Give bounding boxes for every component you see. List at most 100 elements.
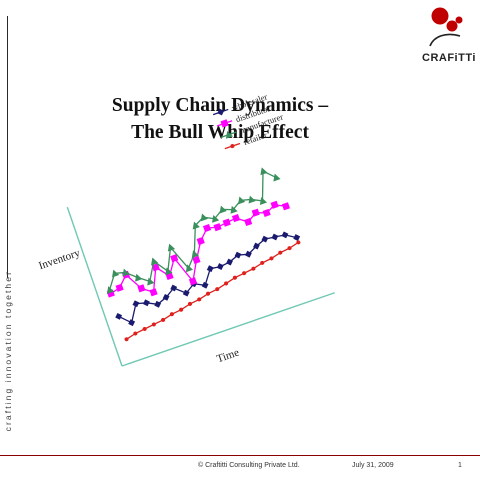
legend-marker-distributor xyxy=(220,119,229,128)
data-point-retailer xyxy=(197,297,202,302)
legend-marker-manufacturer xyxy=(225,130,234,139)
data-point-manufacturer xyxy=(273,173,281,182)
legend-marker-wholesaler xyxy=(217,108,225,116)
data-point-wholesaler xyxy=(216,263,224,270)
footer-page-number: 1 xyxy=(458,462,462,469)
title-line-1: Supply Chain Dynamics – xyxy=(111,95,329,116)
data-point-retailer xyxy=(260,260,265,265)
data-point-retailer xyxy=(124,337,129,342)
data-point-manufacturer xyxy=(248,195,256,204)
footer-date: July 31, 2009 xyxy=(352,462,394,469)
data-point-manufacturer xyxy=(212,214,220,223)
logo-wordmark: CRAFiTTi xyxy=(422,52,476,64)
data-point-retailer xyxy=(296,240,301,245)
data-point-wholesaler xyxy=(201,281,209,289)
data-point-retailer xyxy=(161,317,166,322)
data-point-distributor xyxy=(137,284,146,293)
data-point-manufacturer xyxy=(260,167,268,176)
data-point-retailer xyxy=(169,312,174,317)
data-point-manufacturer xyxy=(112,269,120,278)
data-point-retailer xyxy=(215,287,220,292)
legend: wholesalerdistributormanufacturerretaile… xyxy=(212,91,284,150)
data-point-wholesaler xyxy=(261,235,269,243)
data-point-retailer xyxy=(206,291,211,296)
data-point-wholesaler xyxy=(293,234,301,241)
data-point-distributor xyxy=(262,208,271,218)
data-point-retailer xyxy=(232,275,237,280)
data-point-distributor xyxy=(170,254,179,263)
data-point-retailer xyxy=(142,326,147,331)
data-point-manufacturer xyxy=(230,205,238,214)
data-point-distributor xyxy=(196,236,205,246)
sidebar-rule xyxy=(7,16,8,278)
data-point-retailer xyxy=(224,281,229,286)
data-point-retailer xyxy=(242,271,247,276)
x-axis xyxy=(121,292,335,367)
chart-plot: Inventory Time wholesalerdistributormanu… xyxy=(37,91,335,367)
data-point-manufacturer xyxy=(191,250,199,259)
x-axis-label: Time xyxy=(215,347,241,366)
series-layer xyxy=(106,167,301,342)
data-point-distributor xyxy=(222,218,231,227)
data-point-distributor xyxy=(115,283,124,292)
data-point-wholesaler xyxy=(115,312,123,320)
data-point-retailer xyxy=(251,266,256,271)
data-point-retailer xyxy=(133,331,138,336)
footer-copyright: © Craftitti Consulting Private Ltd. xyxy=(198,462,300,469)
data-point-wholesaler xyxy=(253,242,260,250)
data-point-manufacturer xyxy=(135,273,143,282)
data-point-distributor xyxy=(213,223,222,232)
data-point-manufacturer xyxy=(200,213,208,222)
data-point-wholesaler xyxy=(281,231,289,239)
data-point-wholesaler xyxy=(128,319,136,327)
data-point-manufacturer xyxy=(151,257,159,266)
footer-rule xyxy=(0,455,480,456)
data-point-distributor xyxy=(281,202,291,211)
data-point-wholesaler xyxy=(206,265,214,273)
data-point-wholesaler xyxy=(132,300,140,308)
data-point-wholesaler xyxy=(154,300,162,308)
data-point-distributor xyxy=(192,255,201,265)
data-point-manufacturer xyxy=(219,205,227,214)
series-line-retailer xyxy=(126,241,299,340)
data-point-manufacturer xyxy=(147,277,155,286)
data-point-distributor xyxy=(151,263,160,272)
series-line-manufacturer xyxy=(108,170,277,291)
data-point-distributor xyxy=(270,200,279,209)
data-point-wholesaler xyxy=(170,284,178,292)
data-point-manufacturer xyxy=(122,268,130,277)
y-axis xyxy=(66,206,123,367)
data-point-wholesaler xyxy=(245,250,252,258)
legend-marker-retailer xyxy=(230,144,235,149)
data-point-manufacturer xyxy=(185,264,194,273)
data-point-manufacturer xyxy=(192,221,200,230)
data-point-distributor xyxy=(251,208,260,217)
series-line-distributor xyxy=(110,204,287,295)
crafitti-logo-icon xyxy=(429,7,463,47)
data-point-wholesaler xyxy=(234,251,242,259)
data-point-distributor xyxy=(231,214,241,223)
data-point-wholesaler xyxy=(162,293,170,301)
data-point-retailer xyxy=(151,322,156,327)
data-point-distributor xyxy=(149,288,158,297)
data-point-manufacturer xyxy=(259,197,268,205)
data-point-distributor xyxy=(244,217,253,227)
data-point-wholesaler xyxy=(226,258,233,266)
data-point-manufacturer xyxy=(106,286,115,294)
y-axis-label: Inventory xyxy=(37,247,82,272)
data-point-retailer xyxy=(187,301,192,306)
data-point-distributor xyxy=(202,224,212,233)
data-point-retailer xyxy=(278,250,283,255)
data-point-manufacturer xyxy=(165,267,173,276)
data-point-wholesaler xyxy=(271,233,279,241)
data-point-wholesaler xyxy=(142,299,150,307)
data-point-retailer xyxy=(179,307,184,312)
data-point-manufacturer xyxy=(167,243,176,252)
data-point-manufacturer xyxy=(238,196,246,205)
title-line-2: The Bull Whip Effect xyxy=(131,122,309,143)
page-title: Supply Chain Dynamics – The Bull Whip Ef… xyxy=(90,92,350,146)
data-point-wholesaler xyxy=(182,289,190,297)
data-point-retailer xyxy=(269,256,274,261)
data-point-distributor xyxy=(188,277,198,286)
